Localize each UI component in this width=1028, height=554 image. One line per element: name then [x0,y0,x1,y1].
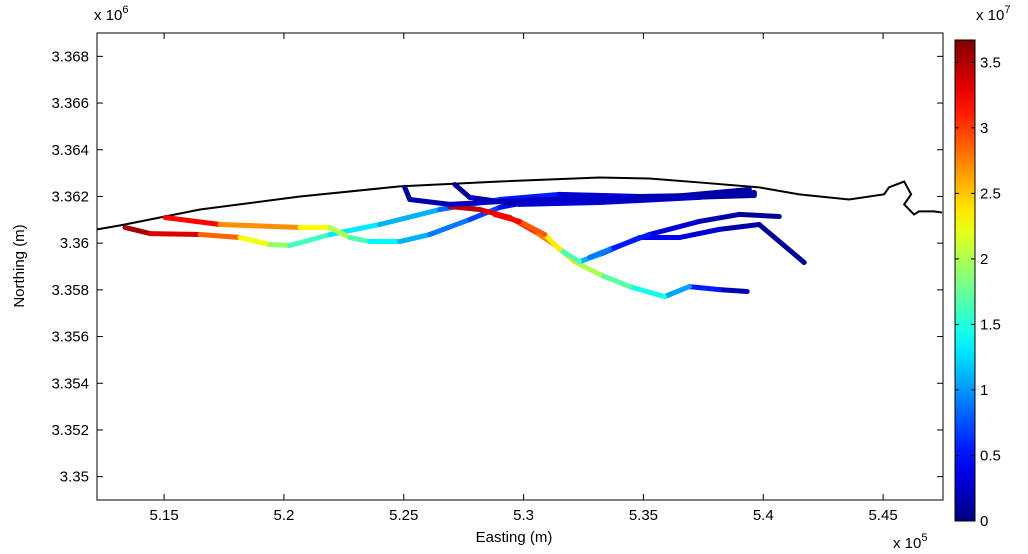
track-segment [557,191,642,199]
track-segment [327,225,353,241]
x-axis-label: Easting (m) [476,529,553,546]
colorbar-tick-label: 3 [980,120,988,137]
track-segment [597,194,702,206]
track-segment [237,235,273,248]
colorbar-tick-label: 0 [980,513,988,530]
colorbar [954,39,976,522]
y-tick-label: 3.366 [51,95,89,112]
track-segment [377,207,443,227]
x-tick-label: 5.15 [150,507,179,524]
colorbar-multiplier-exponent: 7 [1004,4,1010,16]
track-segment [517,218,548,238]
axes-box [96,32,944,501]
track-segment [597,271,633,290]
track-segment [147,231,203,238]
y-tick-label: 3.352 [51,422,89,439]
track-segment [287,232,333,248]
track-segment [606,232,652,252]
y-tick-label: 3.35 [60,469,89,486]
x-multiplier: x 105 [893,532,927,552]
x-tick-label: 5.4 [753,507,774,524]
y-tick-label: 3.362 [51,188,89,205]
track-segment [452,182,473,200]
y-multiplier-base: x 10 [94,7,122,24]
colorbar-tick-label: 2 [980,251,988,268]
colorbar-tick-label: 0.5 [980,447,1001,464]
track-segment [447,203,483,213]
track-segment [467,204,503,223]
track-segment [587,246,612,260]
colorbar-tick-label: 1.5 [980,316,1001,333]
x-tick-label: 5.25 [389,507,418,524]
track-segment [716,287,750,294]
plot-area [97,33,943,500]
track-segment [557,246,582,265]
tracks [97,176,943,300]
colorbar-multiplier-base: x 10 [976,7,1004,24]
track-segment [686,284,722,293]
colorbar-tick-label: 3.5 [980,54,1001,71]
colorbar-multiplier: x 107 [976,4,1010,24]
track-segment [517,200,603,207]
coastline [97,176,943,231]
track-segment [736,211,782,220]
track-segment [267,242,293,248]
track-segment [427,217,473,238]
y-axis-label: Northing (m) [11,224,28,307]
track-segment [347,235,373,245]
track-segment [696,189,757,200]
track-segment [676,226,722,241]
track-segment [646,218,702,238]
y-tick-label: 3.356 [51,329,89,346]
y-tick-label: 3.358 [51,282,89,299]
track-segment [407,196,453,207]
track-segment [716,221,762,232]
track-segment [756,221,807,266]
x-multiplier-base: x 10 [893,535,921,552]
track-segment [627,284,668,300]
track-segment [696,211,742,224]
track-segment [542,232,563,252]
y-tick-label: 3.36 [60,235,89,252]
y-tick-label: 3.354 [51,375,89,392]
track-segment [397,232,433,245]
colorbar-tick-label: 1 [980,382,988,399]
y-tick-label: 3.364 [51,142,89,159]
track-segment [122,225,153,237]
y-multiplier: x 106 [94,4,128,24]
colorbar-tick-label: 2.5 [980,185,1001,202]
x-tick-label: 5.35 [629,507,658,524]
track-segment [162,214,223,227]
track-segment [467,194,523,207]
track-segment [197,232,243,241]
x-multiplier-exponent: 5 [921,532,927,544]
track-segment [492,211,523,224]
y-multiplier-exponent: 6 [122,4,128,16]
y-tick-label: 3.368 [51,48,89,65]
x-tick-label: 5.45 [868,507,897,524]
x-tick-label: 5.2 [274,507,295,524]
track-segment [662,284,692,300]
track-segment [217,221,303,231]
x-tick-label: 5.3 [513,507,534,524]
